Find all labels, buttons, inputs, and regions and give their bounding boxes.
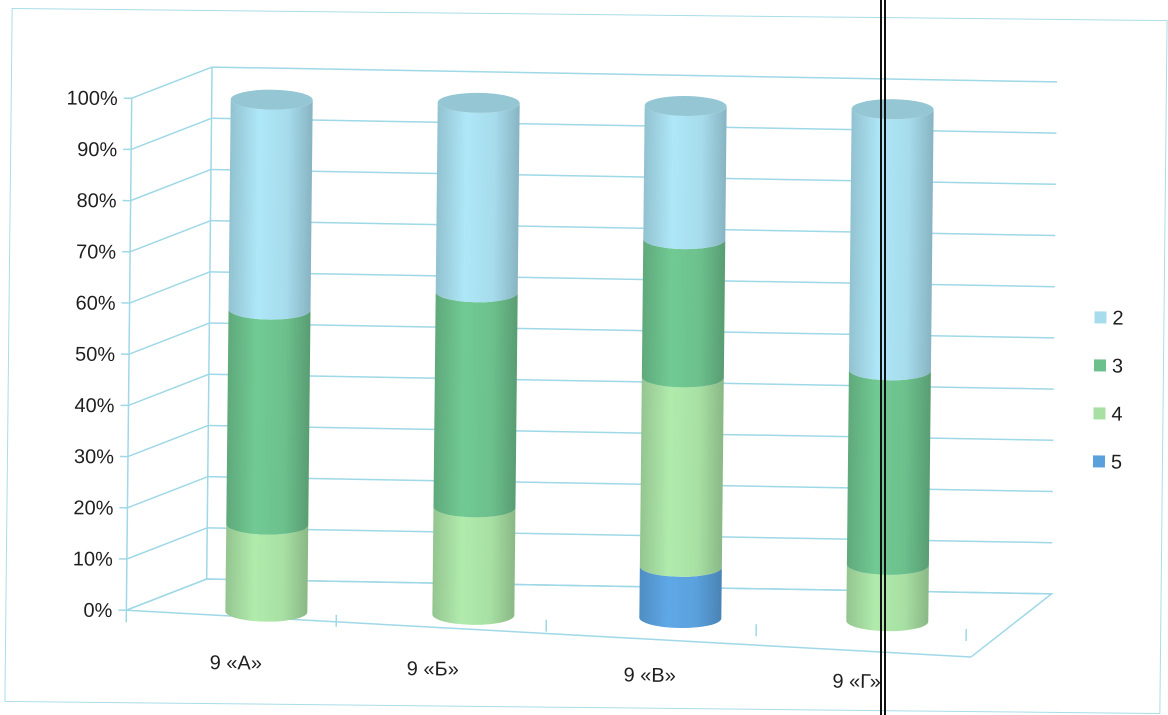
gridline-side	[127, 424, 209, 458]
bar-segment	[225, 524, 309, 622]
bar-segment	[435, 102, 520, 303]
gridline-side	[129, 219, 211, 253]
chart-frame: 0% 10% 20% 30% 40% 50% 60% 70% 80% 90% 100% 9 «А» 9 …	[4, 7, 1168, 715]
y-tick-label: 70%	[76, 241, 116, 263]
bar-segment	[226, 309, 311, 535]
bar-segment	[846, 369, 931, 575]
gridline-side	[128, 322, 210, 355]
gridline	[212, 66, 1057, 83]
y-tick-label: 80%	[77, 190, 117, 212]
legend: 2 3 4 5	[1092, 308, 1124, 474]
bar-segment	[228, 99, 313, 320]
y-tick-label: 20%	[73, 497, 113, 519]
x-category-label: 9 «Б»	[407, 658, 459, 681]
x-category-label: 9 «В»	[623, 664, 675, 687]
bar-segment	[641, 238, 726, 388]
y-tick-label: 50%	[75, 344, 115, 366]
legend-swatch	[1094, 311, 1107, 324]
y-tick-label: 90%	[77, 139, 117, 161]
y-tick-label: 100%	[66, 88, 118, 111]
bar-top-cap	[437, 92, 520, 113]
bar-top-cap	[851, 99, 934, 120]
legend-swatch	[1093, 407, 1106, 420]
bar-segment	[433, 291, 518, 518]
bar-segment	[639, 376, 724, 577]
axis-labels: 0% 10% 20% 30% 40% 50% 60% 70% 80% 90% 100% 9 «А» 9 …	[66, 88, 881, 694]
bar-segment	[432, 506, 516, 625]
bar-segment	[848, 108, 934, 381]
y-tick-label: 60%	[75, 292, 115, 314]
x-category-label: 9 «Г»	[832, 671, 881, 694]
gridline-side	[126, 527, 208, 560]
bar-segment	[643, 105, 727, 250]
legend-label: 2	[1112, 308, 1123, 330]
legend-swatch	[1092, 455, 1106, 468]
y-tick-label: 0%	[83, 600, 112, 622]
legend-label: 3	[1112, 356, 1123, 378]
scan-artifact-line	[880, 0, 886, 715]
bar-top-cap	[644, 96, 727, 117]
bar-top-cap	[230, 89, 313, 110]
gridline-side	[131, 66, 213, 99]
gridline-side	[130, 168, 212, 202]
x-category-label: 9 «А»	[210, 652, 262, 675]
legend-label: 4	[1111, 404, 1122, 426]
y-tick-label: 30%	[74, 446, 114, 468]
y-tick-label: 10%	[73, 548, 113, 570]
legend-label: 5	[1111, 452, 1122, 474]
bars	[225, 89, 934, 632]
gridline-side	[130, 117, 212, 151]
bar-segment	[846, 564, 929, 632]
chart-floor	[126, 578, 1054, 658]
gridline-side	[128, 373, 210, 407]
legend-swatch	[1093, 359, 1107, 372]
gridline-side	[127, 475, 209, 509]
gridline-side	[129, 271, 211, 304]
stacked-cylinder-chart: 0% 10% 20% 30% 40% 50% 60% 70% 80% 90% 100% 9 «А» 9 …	[66, 66, 1124, 694]
y-tick-label: 40%	[74, 395, 114, 417]
bar-segment	[639, 566, 722, 629]
